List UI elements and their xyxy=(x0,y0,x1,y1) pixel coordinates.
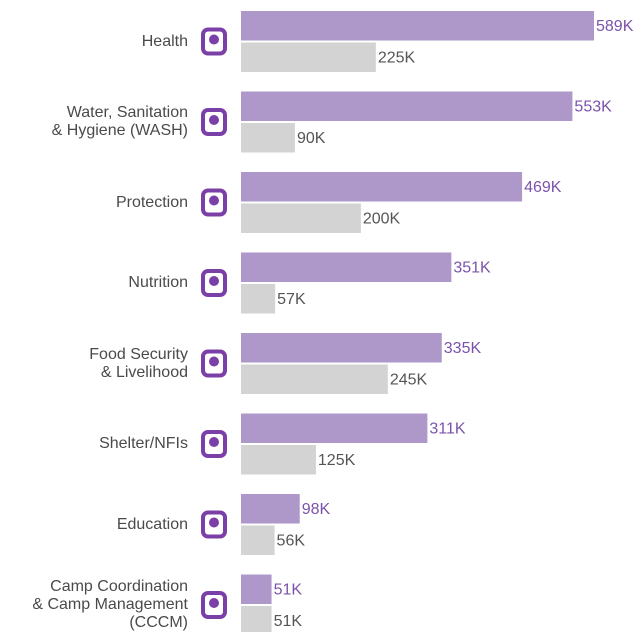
value-label: 351K xyxy=(453,259,491,276)
icon xyxy=(209,598,219,608)
bar xyxy=(241,494,300,524)
value-label: 200K xyxy=(363,210,401,227)
value-label: 90K xyxy=(297,130,326,147)
icon xyxy=(201,188,227,217)
icon xyxy=(201,430,227,458)
category-label: Water, Sanitation & Hygiene (WASH) xyxy=(51,104,188,139)
category-label: Education xyxy=(116,515,188,533)
value-label: 335K xyxy=(444,340,482,357)
icon xyxy=(201,108,227,136)
icon xyxy=(209,195,219,206)
value-label: 225K xyxy=(378,49,416,66)
bar xyxy=(241,252,452,282)
bar xyxy=(241,364,388,394)
bar xyxy=(241,413,428,443)
value-label: 98K xyxy=(302,501,331,518)
bar xyxy=(241,284,276,314)
icon xyxy=(201,269,227,297)
icon xyxy=(209,517,219,528)
category-label: Protection xyxy=(115,193,188,211)
bar xyxy=(241,525,275,555)
bar xyxy=(241,91,573,121)
category-label: Shelter/NFIs xyxy=(99,435,188,452)
icon xyxy=(209,356,219,367)
icon xyxy=(201,27,227,56)
bar xyxy=(241,123,295,153)
category-label: Health xyxy=(141,32,188,50)
category-label: Nutrition xyxy=(128,274,188,291)
category-label: Food Security & Livelihood xyxy=(89,345,188,381)
icon xyxy=(201,510,227,539)
value-label: 245K xyxy=(390,371,428,388)
icon xyxy=(209,437,219,447)
icon xyxy=(209,115,219,125)
bar xyxy=(241,11,594,41)
bar xyxy=(241,445,316,475)
value-label: 51K xyxy=(274,613,303,630)
value-label: 553K xyxy=(574,98,612,115)
bar xyxy=(241,42,376,72)
value-label: 469K xyxy=(524,179,562,196)
bar xyxy=(241,574,272,604)
value-label: 56K xyxy=(277,532,306,549)
value-label: 125K xyxy=(318,452,356,469)
icon xyxy=(209,276,219,286)
bar xyxy=(241,203,361,233)
value-label: 589K xyxy=(596,18,634,35)
value-label: 51K xyxy=(274,581,303,598)
bar xyxy=(241,172,523,202)
bar xyxy=(241,333,442,363)
bar xyxy=(241,606,272,632)
category-label: Camp Coordination & Camp Management (CCC… xyxy=(32,578,188,631)
icon xyxy=(201,591,227,619)
value-label: 311K xyxy=(429,420,466,437)
icon xyxy=(201,349,227,378)
value-label: 57K xyxy=(277,291,306,308)
icon xyxy=(209,34,219,45)
